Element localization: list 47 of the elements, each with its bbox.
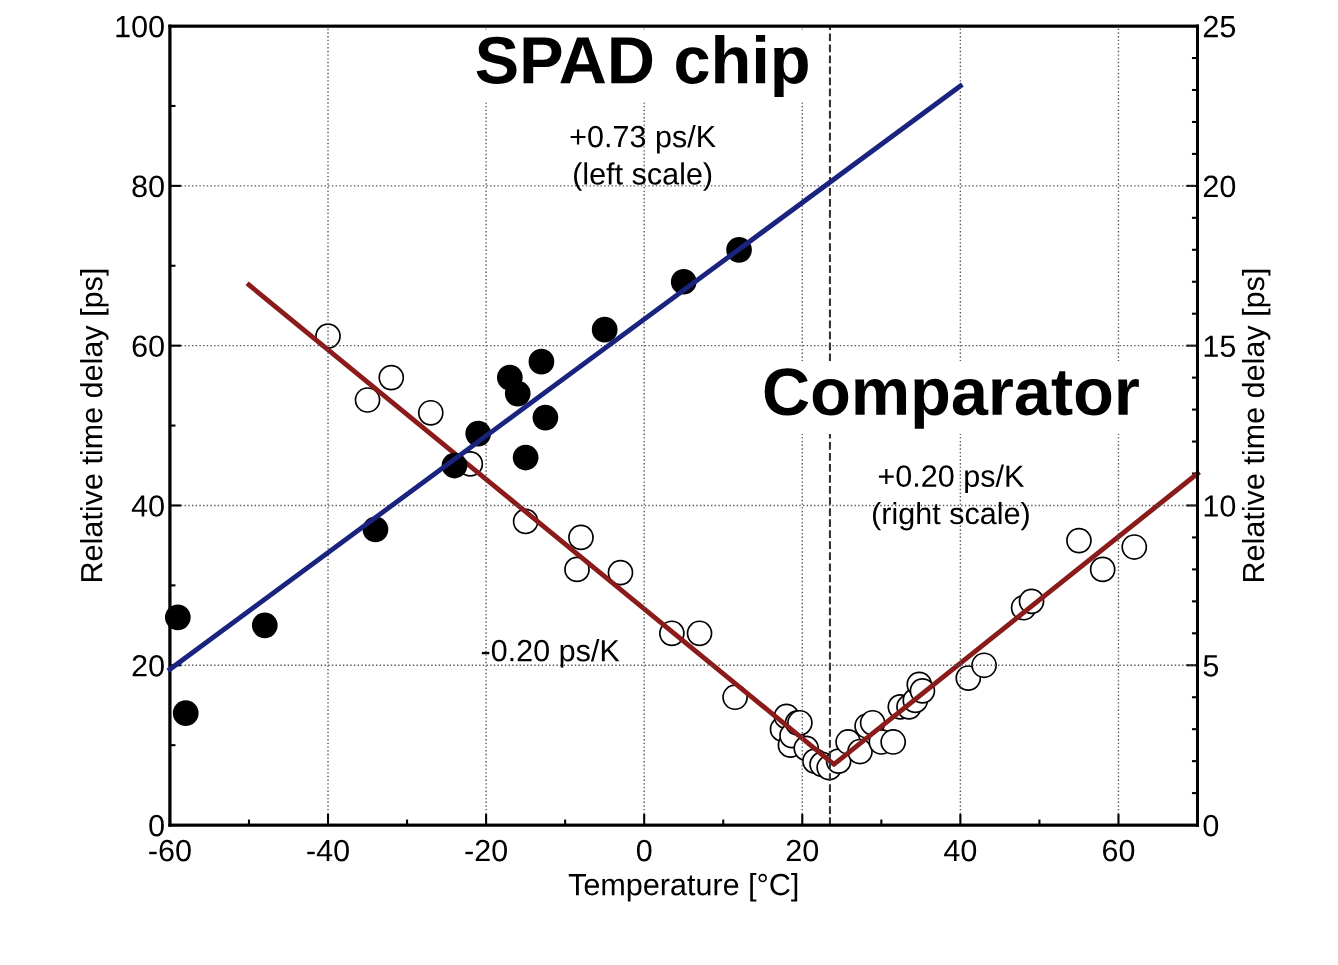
annotation: +0.20 ps/K (right scale) — [872, 464, 1029, 531]
point — [528, 348, 555, 375]
x-tick-label: -60 — [149, 839, 191, 862]
y-tick-label: 20 — [132, 655, 164, 677]
point — [532, 404, 559, 431]
y-tick-label: 60 — [132, 335, 164, 358]
point — [251, 612, 278, 639]
point — [1121, 534, 1148, 560]
point — [686, 620, 713, 647]
y-tick-label: 40 — [131, 495, 164, 517]
point — [880, 729, 907, 755]
y-tick-label: 0 — [149, 814, 164, 837]
annotation: -0.20 ps/K — [481, 639, 620, 668]
y2-tick-label: 20 — [1203, 175, 1236, 198]
y2-tick-label: 0 — [1203, 814, 1219, 837]
point — [172, 700, 199, 727]
point — [378, 364, 405, 391]
y2-axis-title: Relative time delay [ps] — [1241, 269, 1271, 581]
point — [1066, 527, 1092, 554]
point — [607, 559, 634, 586]
point — [512, 444, 539, 471]
point — [504, 380, 531, 407]
x-tick-label: 60 — [1103, 839, 1135, 862]
x-tick-label: 0 — [636, 839, 652, 862]
x-tick-label: 20 — [786, 839, 819, 862]
y2-tick-label: 15 — [1204, 335, 1236, 358]
y2-tick-label: 25 — [1203, 15, 1236, 38]
x-tick-label: 40 — [944, 839, 977, 862]
point — [417, 399, 444, 426]
annotation: +0.73 ps/K (left scale) — [570, 124, 716, 191]
annotation: Comparator — [764, 368, 1139, 429]
y2-tick-label: 5 — [1203, 655, 1219, 677]
point — [354, 387, 381, 413]
y-tick-label: 100 — [116, 15, 164, 38]
point — [568, 524, 594, 551]
x-axis-title: Temperature [°C] — [568, 873, 798, 902]
point — [1089, 556, 1116, 583]
point — [971, 652, 997, 679]
y-tick-label: 80 — [132, 175, 164, 198]
y2-tick-label: 10 — [1204, 495, 1236, 517]
y-axis-title: Relative time delay [ps] — [80, 269, 109, 581]
point — [564, 556, 590, 583]
x-tick-label: -40 — [307, 839, 349, 862]
x-tick-label: -20 — [465, 839, 507, 862]
point — [591, 316, 618, 343]
annotation: SPAD chip — [476, 34, 808, 98]
point — [164, 604, 191, 631]
